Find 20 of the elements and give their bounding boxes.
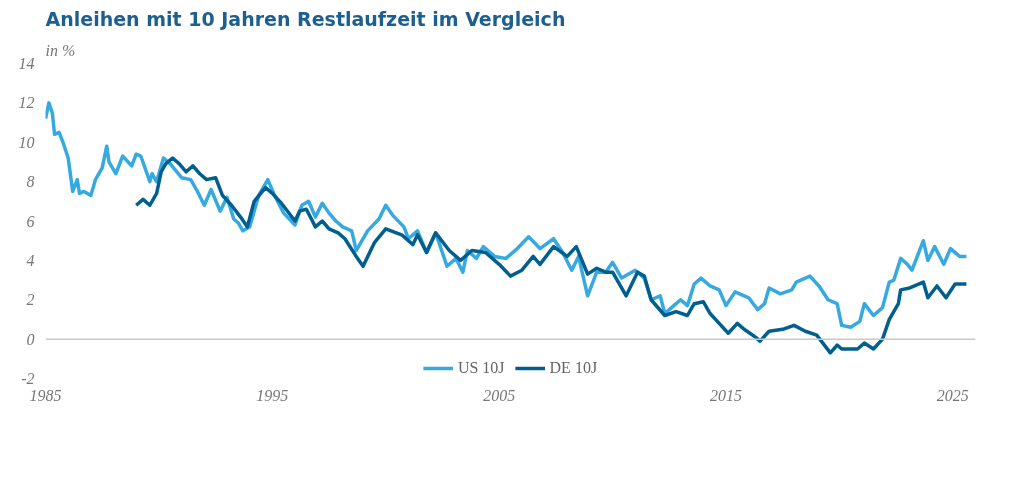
x-tick-label: 2005 (483, 386, 516, 404)
y-tick-label: -2 (21, 370, 35, 387)
y-tick-label: 14 (18, 55, 35, 72)
x-tick-label: 2015 (709, 386, 742, 404)
y-axis-title: in % (45, 41, 76, 59)
y-tick-label: 12 (18, 94, 35, 112)
chart-title: Anleihen mit 10 Jahren Restlaufzeit im Vergleich (45, 7, 566, 30)
y-tick-label: 4 (26, 251, 35, 269)
legend-label: US 10J (457, 359, 505, 377)
x-tick-label: 1985 (29, 386, 62, 404)
y-tick-label: 2 (26, 291, 35, 309)
line-series (134, 156, 969, 355)
y-tick-label: 6 (26, 212, 35, 230)
y-tick-label: 10 (18, 133, 35, 151)
y-tick-label: 8 (26, 173, 35, 191)
x-tick-label: 2025 (936, 386, 969, 404)
line-series (45, 101, 969, 330)
x-tick-label: 1995 (256, 386, 289, 404)
legend-label: DE 10J (549, 359, 598, 377)
y-tick-label: 0 (26, 330, 35, 348)
